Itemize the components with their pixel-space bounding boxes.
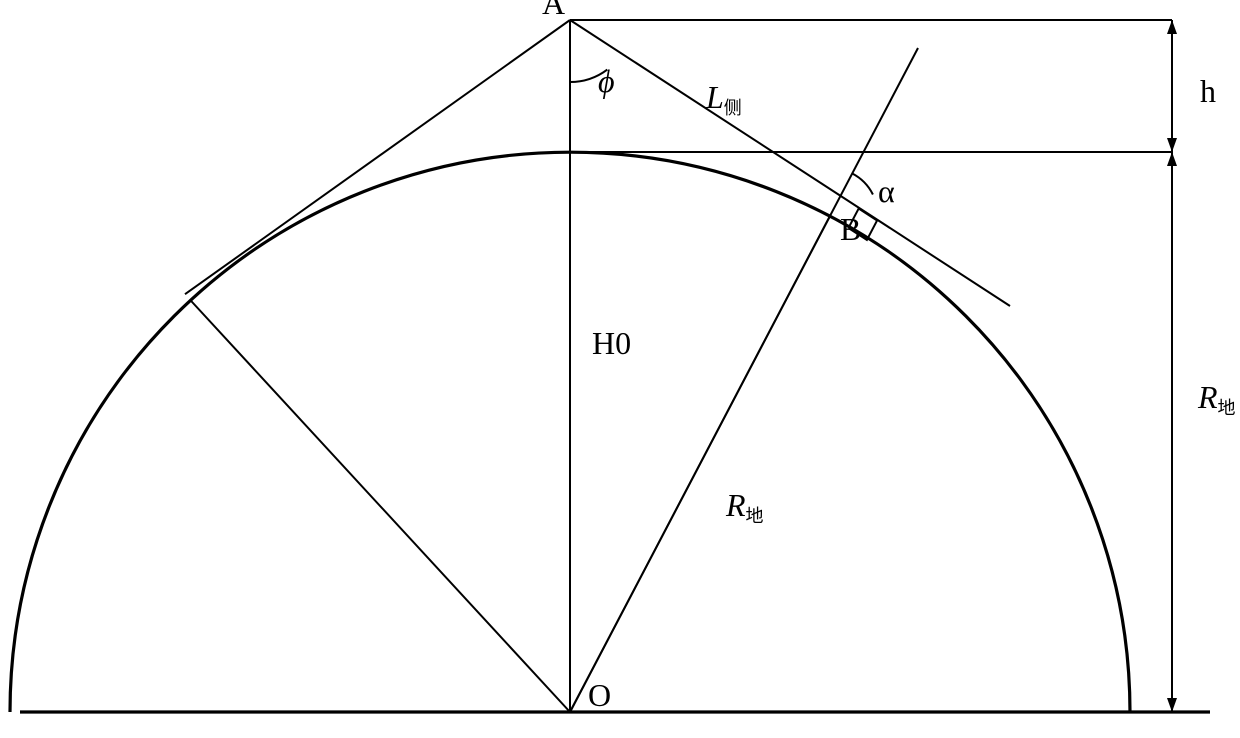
label-A: A <box>542 0 565 21</box>
geometry-diagram: A B Oϕ α H0 h L侧 R地 R地 <box>0 0 1240 738</box>
alpha-arc <box>852 174 873 195</box>
label-alpha: α <box>878 173 895 209</box>
line-A-to-left-tangent <box>185 20 570 294</box>
radial-through-B <box>570 48 918 712</box>
label-h: h <box>1200 73 1216 109</box>
label-H0: H0 <box>592 325 631 361</box>
radius-left <box>191 301 570 713</box>
label-B: B <box>840 211 861 247</box>
label-R_earth_dim: R地 <box>1197 379 1236 418</box>
label-phi: ϕ <box>598 63 615 99</box>
label-O: O <box>588 677 611 713</box>
label-L_side: L侧 <box>705 79 742 118</box>
line-L-side <box>570 20 1010 306</box>
label-R_earth_mid: R地 <box>725 487 764 526</box>
